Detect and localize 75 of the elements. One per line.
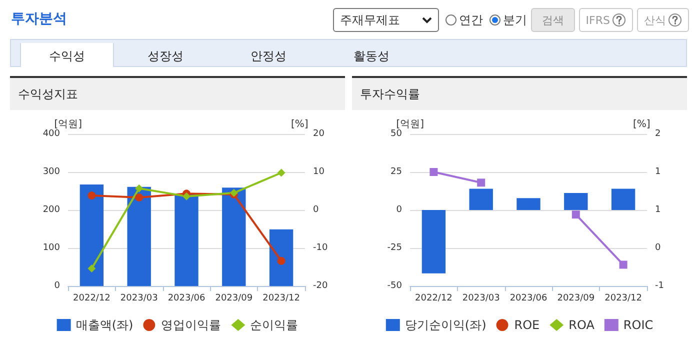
y2-tick-label: 1	[655, 167, 661, 177]
text: 수익성	[20, 43, 114, 67]
x-tick-label: 2023/12	[262, 294, 300, 304]
bar	[222, 188, 246, 286]
y-tick-label: 0	[396, 205, 402, 215]
legend-label: ROA	[568, 318, 596, 332]
legend-label: 당기순이익(좌)	[404, 318, 486, 332]
x-tick-label: 2022/12	[415, 294, 452, 304]
text: 검색	[530, 8, 575, 32]
y-tick-label: 100	[42, 243, 60, 253]
point	[277, 256, 286, 265]
dropdown: 주재무제표	[332, 8, 439, 32]
y-tick-label: 400	[42, 129, 60, 139]
chart-title: 수익성지표	[10, 78, 345, 110]
x-tick-label: 2022/12	[73, 294, 110, 304]
y-tick-label: -50	[387, 281, 402, 291]
y2-axis-title: [%]	[633, 119, 650, 130]
point	[135, 193, 144, 202]
point	[88, 264, 96, 273]
y-tick-label: 0	[54, 281, 60, 291]
text: 성장성	[146, 48, 184, 65]
point	[619, 260, 628, 269]
y2-tick-label: 0	[655, 243, 661, 253]
bar	[174, 194, 198, 286]
y-tick-label: 25	[390, 167, 402, 177]
y-axis-title: [억원]	[54, 119, 82, 130]
x-tick-label: 2023/12	[604, 294, 642, 304]
text: IFRS	[578, 8, 633, 32]
text: 활동성	[352, 48, 390, 65]
x-tick-label: 2023/03	[120, 294, 158, 304]
bar	[269, 229, 294, 286]
y2-tick-label: -1	[655, 281, 664, 291]
y2-tick-label: -10	[313, 243, 328, 253]
y2-tick-label: 1	[655, 205, 661, 215]
point	[88, 192, 96, 200]
bar	[516, 198, 540, 210]
bar	[469, 188, 493, 210]
point	[430, 168, 438, 176]
text: 투자분석	[11, 10, 67, 28]
x-tick-label: 2023/09	[557, 294, 595, 304]
legend-label: ROE	[514, 318, 540, 332]
legend-label: ROIC	[623, 318, 654, 332]
y-tick-label: -25	[387, 243, 402, 253]
x-tick-label: 2023/03	[462, 294, 500, 304]
y-tick-label: 50	[390, 129, 402, 139]
point	[135, 184, 144, 192]
y2-tick-label: 2	[655, 129, 661, 139]
legend-label: 영업이익률	[161, 318, 222, 332]
legend-label: 매출액(좌)	[76, 318, 134, 332]
y2-tick-label: -20	[313, 281, 328, 291]
point	[182, 192, 190, 200]
text: 산식	[637, 8, 689, 32]
chart-title: 투자수익률	[352, 78, 687, 110]
y2-tick-label: 20	[313, 129, 325, 139]
y2-axis-title: [%]	[291, 119, 308, 130]
text: 안정성	[250, 48, 288, 65]
bar	[127, 186, 151, 286]
x-tick-label: 2023/06	[510, 294, 548, 304]
legend-label: 순이익률	[250, 318, 298, 332]
y-tick-label: 200	[42, 205, 60, 215]
point	[277, 168, 286, 177]
text: 연간	[458, 12, 483, 28]
y2-tick-label: 0	[313, 205, 319, 215]
point	[477, 178, 486, 187]
bar	[564, 192, 588, 210]
y-tick-label: 300	[42, 167, 60, 177]
point	[572, 210, 580, 219]
x-tick-label: 2023/06	[168, 294, 206, 304]
y-axis-title: [억원]	[396, 119, 424, 130]
y2-tick-label: 10	[313, 167, 325, 177]
bar	[611, 188, 636, 210]
x-tick-label: 2023/09	[215, 294, 253, 304]
text: 분기	[502, 12, 527, 28]
bar	[422, 210, 446, 274]
bar	[80, 184, 104, 286]
